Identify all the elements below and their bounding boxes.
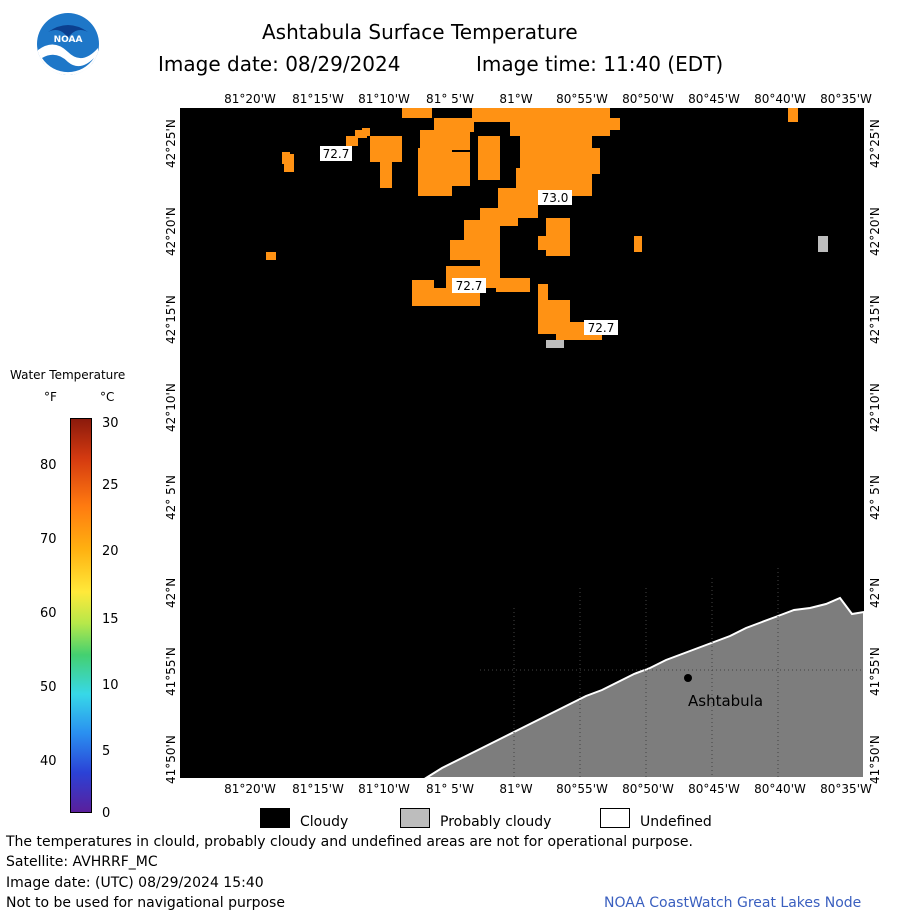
fahrenheit-tick: 60 — [40, 606, 57, 621]
top-longitude-label: 80°35'W — [820, 92, 872, 106]
bottom-longitude-label: 81°20'W — [224, 782, 276, 796]
probably-cloudy-pixel — [818, 236, 828, 252]
celsius-tick: 15 — [102, 612, 119, 627]
temp-tag: 72.7 — [584, 320, 618, 335]
fahrenheit-tick: 70 — [40, 532, 57, 547]
top-longitude-label: 81°15'W — [292, 92, 344, 106]
undefined-label: Undefined — [640, 814, 712, 830]
top-longitude-label: 80°50'W — [622, 92, 674, 106]
celsius-tick: 20 — [102, 544, 119, 559]
bottom-longitude-label: 80°45'W — [688, 782, 740, 796]
right-latitude-label: 41°50'N — [868, 735, 882, 784]
top-longitude-label: 80°45'W — [688, 92, 740, 106]
graticule — [480, 568, 864, 778]
right-latitude-label: 42°10'N — [868, 383, 882, 432]
temp-tag: 73.0 — [538, 190, 572, 205]
top-longitude-label: 80°55'W — [556, 92, 608, 106]
disclaimer: The temperatures in clould, probably clo… — [6, 834, 693, 850]
bottom-longitude-label: 80°50'W — [622, 782, 674, 796]
probably-cloudy-pixel — [546, 340, 564, 348]
cloudy-swatch — [260, 808, 290, 828]
satellite-info: Satellite: AVHRRF_MC — [6, 854, 158, 870]
credit-link[interactable]: NOAA CoastWatch Great Lakes Node — [604, 895, 862, 911]
top-longitude-label: 80°40'W — [754, 92, 806, 106]
temp-tag-text: 73.0 — [542, 191, 569, 205]
temp-tag-text: 72.7 — [588, 321, 615, 335]
top-longitude-label: 81°20'W — [224, 92, 276, 106]
celsius-tick: 0 — [102, 806, 111, 821]
colorbar-unit-f: °F — [44, 390, 57, 404]
right-latitude-label: 42° 5'N — [868, 475, 882, 520]
left-latitude-label: 42°N — [164, 577, 178, 608]
right-latitude-label: 42°15'N — [868, 295, 882, 344]
right-latitude-label: 41°55'N — [868, 647, 882, 696]
colorbar-unit-c: °C — [100, 390, 115, 404]
temp-tag: 72.7 — [320, 146, 352, 161]
celsius-tick: 30 — [102, 416, 119, 431]
bottom-longitude-label: 81°W — [499, 782, 533, 796]
left-latitude-label: 41°55'N — [164, 647, 178, 696]
navigation-warning: Not to be used for navigational purpose — [6, 895, 285, 911]
noaa-logo-text: NOAA — [54, 35, 83, 45]
right-latitude-label: 42°20'N — [868, 207, 882, 256]
left-latitude-label: 42°25'N — [164, 119, 178, 168]
right-latitude-label: 42°25'N — [868, 119, 882, 168]
bottom-longitude-label: 81°10'W — [358, 782, 410, 796]
colorbar — [70, 418, 92, 813]
left-latitude-label: 42°15'N — [164, 295, 178, 344]
celsius-tick: 5 — [102, 744, 111, 759]
left-latitude-label: 42°10'N — [164, 383, 178, 432]
fahrenheit-tick: 40 — [40, 754, 57, 769]
cloudy-label: Cloudy — [300, 814, 349, 830]
right-latitude-label: 42°N — [868, 577, 882, 608]
undefined-swatch — [600, 808, 630, 828]
noaa-logo: NOAA — [36, 12, 100, 76]
left-latitude-label: 41°50'N — [164, 735, 178, 784]
probably-cloudy-label: Probably cloudy — [440, 814, 552, 830]
city-marker — [684, 674, 692, 682]
temp-tag-text: 72.7 — [323, 147, 350, 161]
image-date: Image date: 08/29/2024 — [158, 52, 401, 76]
top-longitude-label: 81°10'W — [358, 92, 410, 106]
bottom-longitude-label: 80°55'W — [556, 782, 608, 796]
temp-tag-text: 72.7 — [456, 279, 483, 293]
celsius-tick: 25 — [102, 478, 119, 493]
fahrenheit-tick: 50 — [40, 680, 57, 695]
bottom-longitude-label: 81°15'W — [292, 782, 344, 796]
map-title: Ashtabula Surface Temperature — [262, 20, 578, 44]
colorbar-title: Water Temperature — [10, 368, 126, 382]
left-latitude-label: 42° 5'N — [164, 475, 178, 520]
top-longitude-label: 81°W — [499, 92, 533, 106]
celsius-tick: 10 — [102, 678, 119, 693]
temp-tag: 72.7 — [452, 278, 486, 293]
utc-date: Image date: (UTC) 08/29/2024 15:40 — [6, 875, 264, 891]
image-time: Image time: 11:40 (EDT) — [476, 52, 724, 76]
top-longitude-label: 81° 5'W — [426, 92, 474, 106]
bottom-longitude-label: 80°40'W — [754, 782, 806, 796]
bottom-longitude-label: 81° 5'W — [426, 782, 474, 796]
sst-map: 72.7 73.0 72.7 72.7 Ashtabula — [180, 108, 864, 778]
bottom-longitude-label: 80°35'W — [820, 782, 872, 796]
city-label: Ashtabula — [688, 692, 763, 710]
probably-cloudy-swatch — [400, 808, 430, 828]
fahrenheit-tick: 80 — [40, 458, 57, 473]
left-latitude-label: 42°20'N — [164, 207, 178, 256]
land-area — [424, 596, 864, 778]
